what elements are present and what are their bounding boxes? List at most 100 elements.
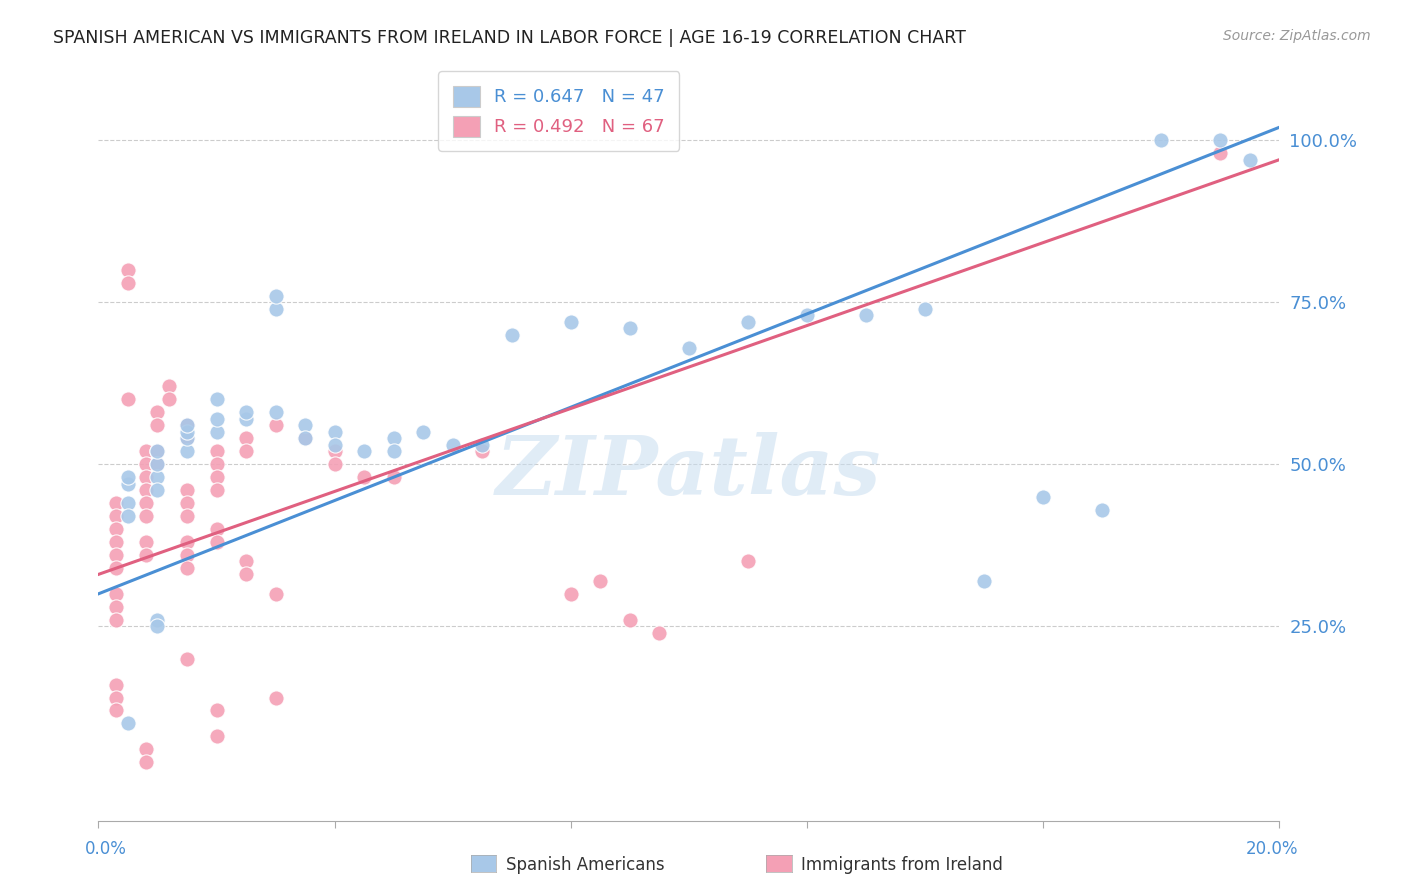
Point: [157, 392, 180, 407]
Point: [146, 613, 169, 627]
Point: [235, 405, 257, 419]
Point: [235, 444, 257, 458]
Point: [471, 438, 494, 452]
Point: [678, 341, 700, 355]
Point: [264, 289, 287, 303]
Point: [914, 301, 936, 316]
Point: [146, 470, 169, 484]
Point: [105, 496, 128, 510]
Point: [176, 496, 198, 510]
Point: [382, 431, 405, 445]
Point: [382, 470, 405, 484]
Point: [146, 457, 169, 471]
Point: [412, 425, 434, 439]
Point: [294, 431, 316, 445]
Text: 20.0%: 20.0%: [1246, 840, 1299, 858]
Point: [235, 567, 257, 582]
Point: [105, 522, 128, 536]
Point: [117, 716, 139, 731]
Legend: R = 0.647   N = 47, R = 0.492   N = 67: R = 0.647 N = 47, R = 0.492 N = 67: [439, 71, 679, 151]
Point: [264, 301, 287, 316]
Point: [146, 405, 169, 419]
Point: [135, 457, 157, 471]
Point: [105, 613, 128, 627]
Point: [796, 308, 818, 322]
Point: [560, 315, 582, 329]
Point: [117, 262, 139, 277]
Point: [235, 554, 257, 568]
Point: [973, 574, 995, 588]
Text: Spanish Americans: Spanish Americans: [506, 856, 665, 874]
Text: SPANISH AMERICAN VS IMMIGRANTS FROM IRELAND IN LABOR FORCE | AGE 16-19 CORRELATI: SPANISH AMERICAN VS IMMIGRANTS FROM IREL…: [53, 29, 966, 46]
Text: ZIPatlas: ZIPatlas: [496, 432, 882, 512]
Point: [264, 690, 287, 705]
Point: [176, 483, 198, 497]
Point: [1032, 490, 1054, 504]
Point: [146, 619, 169, 633]
Point: [205, 730, 228, 744]
Point: [176, 548, 198, 562]
Point: [176, 431, 198, 445]
Point: [176, 509, 198, 524]
Point: [235, 412, 257, 426]
Point: [501, 327, 523, 342]
Point: [135, 509, 157, 524]
Point: [323, 444, 346, 458]
Point: [1091, 502, 1114, 516]
Point: [353, 444, 375, 458]
Point: [146, 444, 169, 458]
Point: [205, 483, 228, 497]
Point: [176, 431, 198, 445]
Point: [117, 509, 139, 524]
Point: [105, 690, 128, 705]
Text: 0.0%: 0.0%: [84, 840, 127, 858]
Point: [117, 476, 139, 491]
Point: [135, 483, 157, 497]
Point: [176, 561, 198, 575]
Point: [323, 438, 346, 452]
Text: Source: ZipAtlas.com: Source: ZipAtlas.com: [1223, 29, 1371, 43]
Point: [176, 418, 198, 433]
Point: [157, 379, 180, 393]
Point: [353, 470, 375, 484]
Point: [648, 625, 671, 640]
Point: [135, 444, 157, 458]
Point: [176, 444, 198, 458]
Point: [205, 457, 228, 471]
Point: [205, 444, 228, 458]
Point: [135, 548, 157, 562]
Point: [146, 457, 169, 471]
Point: [382, 444, 405, 458]
Point: [235, 431, 257, 445]
Point: [205, 535, 228, 549]
Point: [135, 742, 157, 756]
Point: [105, 535, 128, 549]
Point: [117, 392, 139, 407]
Point: [135, 470, 157, 484]
Point: [264, 418, 287, 433]
Point: [176, 535, 198, 549]
Point: [135, 496, 157, 510]
Point: [619, 321, 641, 335]
Point: [855, 308, 877, 322]
Point: [1209, 146, 1232, 161]
Point: [323, 425, 346, 439]
Point: [294, 418, 316, 433]
Point: [205, 392, 228, 407]
Point: [264, 405, 287, 419]
Point: [737, 554, 759, 568]
Point: [105, 509, 128, 524]
Point: [176, 651, 198, 665]
Point: [471, 444, 494, 458]
Point: [146, 483, 169, 497]
Point: [264, 587, 287, 601]
Point: [176, 425, 198, 439]
Point: [135, 535, 157, 549]
Point: [294, 431, 316, 445]
Point: [117, 470, 139, 484]
Point: [619, 613, 641, 627]
Point: [205, 522, 228, 536]
Point: [1150, 133, 1173, 147]
Point: [1239, 153, 1261, 167]
Point: [205, 425, 228, 439]
